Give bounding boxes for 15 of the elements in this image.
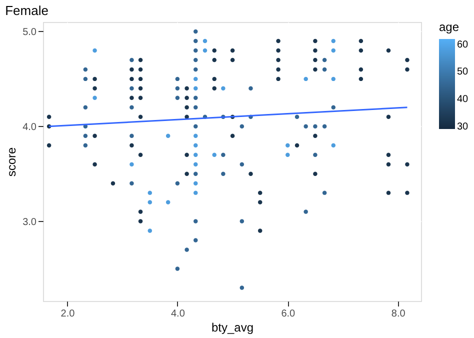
legend-title: age [439,20,460,34]
x-axis-title: bty_avg [211,320,254,334]
x-tick-label: 2.0 [60,308,76,320]
y-tick-label: 4.0 [22,122,37,133]
x-tick-label: 6.0 [281,308,296,320]
x-tick-label: 4.0 [170,308,186,320]
y-tick-label: 5.0 [22,26,37,38]
color-bar-label: 60 [457,39,469,50]
color-bar-label: 50 [457,66,469,78]
chart-title: Female [5,3,48,18]
y-axis-title: score [4,147,19,177]
color-bar-label: 30 [457,121,469,132]
x-tick-label: 8.0 [391,308,406,320]
color-bar-label: 40 [457,94,469,105]
y-tick-label: 3.0 [22,216,37,228]
